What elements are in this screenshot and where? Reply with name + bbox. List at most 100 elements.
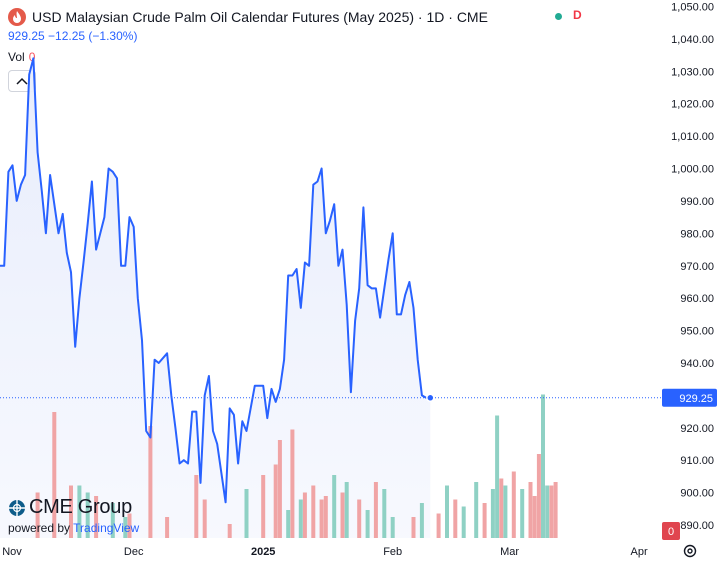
- y-tick-label: 950.00: [680, 326, 714, 338]
- last-price-dot: [426, 393, 435, 403]
- y-tick-label: 890.00: [680, 520, 714, 532]
- market-status-dot: [555, 13, 562, 20]
- volume-bar: [319, 499, 324, 538]
- volume-bar: [273, 464, 278, 538]
- cme-logo-text: CME Group: [29, 496, 132, 518]
- volume-bar: [549, 485, 554, 538]
- volume-bar: [69, 485, 73, 538]
- volume-bar: [52, 412, 57, 538]
- volume-tag-label: 0: [668, 526, 674, 538]
- volume-bar: [390, 517, 395, 538]
- volume-bar: [148, 426, 153, 538]
- y-tick-label: 940.00: [680, 358, 714, 370]
- x-tick-label: Dec: [124, 546, 144, 558]
- y-tick-label: 910.00: [680, 455, 714, 467]
- volume-bar: [298, 499, 303, 538]
- volume-bar: [474, 482, 479, 538]
- volume-bar: [532, 496, 537, 538]
- volume-bar: [357, 499, 362, 538]
- volume-bar: [482, 503, 487, 538]
- delayed-badge[interactable]: D: [573, 8, 582, 22]
- volume-label: Vol: [8, 50, 25, 64]
- powered-by-prefix: powered by: [8, 521, 71, 535]
- x-tick-label: 2025: [251, 546, 275, 558]
- chevron-up-icon: [16, 77, 28, 85]
- y-tick-label: 1,000.00: [671, 164, 714, 176]
- volume-bar: [94, 496, 99, 538]
- volume-bar: [503, 485, 508, 538]
- y-tick-label: 970.00: [680, 261, 714, 273]
- volume-bar: [365, 510, 370, 538]
- volume-bar: [419, 503, 424, 538]
- y-tick-label: 1,040.00: [671, 34, 714, 46]
- volume-bar: [545, 485, 550, 538]
- volume-bar: [553, 482, 558, 538]
- volume-bar: [302, 492, 307, 538]
- volume-bar: [165, 517, 170, 538]
- cme-globe-icon: [9, 499, 25, 516]
- volume-bar: [373, 482, 378, 538]
- volume-bar: [227, 524, 232, 538]
- volume-bar: [445, 485, 449, 538]
- volume-bar: [340, 492, 345, 538]
- volume-legend: Vol 0: [8, 50, 35, 64]
- y-tick-label: 900.00: [680, 488, 714, 500]
- volume-bar: [244, 489, 249, 538]
- volume-tag: [662, 522, 680, 540]
- volume-bar: [499, 478, 504, 538]
- price-change-line: 929.25 −12.25 (−1.30%): [8, 29, 138, 43]
- volume-bar: [520, 489, 525, 538]
- y-tick-label: 920.00: [680, 423, 714, 435]
- volume-bar: [261, 475, 266, 538]
- volume-bar: [85, 492, 90, 538]
- last-price-tag: [662, 388, 717, 407]
- volume-bar: [110, 503, 115, 538]
- volume-bar: [286, 510, 291, 538]
- y-tick-label: 990.00: [680, 196, 714, 208]
- volume-bar: [461, 506, 466, 538]
- price-area-fill: [0, 58, 431, 539]
- volume-bar: [123, 517, 128, 538]
- last-price-tag-label: 929.25: [679, 393, 713, 405]
- volume-bar: [511, 471, 516, 538]
- volume-bar: [536, 454, 541, 538]
- x-tick-label: Feb: [383, 546, 402, 558]
- volume-bar: [541, 394, 545, 538]
- volume-bar: [332, 475, 337, 538]
- symbol-flame-icon: [8, 8, 26, 26]
- symbol-title[interactable]: USD Malaysian Crude Palm Oil Calendar Fu…: [32, 9, 488, 25]
- y-tick-label: 1,050.00: [671, 2, 714, 14]
- volume-bar: [382, 489, 387, 538]
- branding: CME Group powered by TradingView: [8, 496, 139, 535]
- volume-bar: [311, 485, 316, 538]
- x-tick-label: Nov: [2, 546, 22, 558]
- y-tick-label: 1,010.00: [671, 131, 714, 143]
- volume-bar: [277, 440, 282, 538]
- volume-value: 0: [28, 50, 36, 64]
- x-tick-label: Apr: [631, 546, 648, 558]
- x-tick-label: Mar: [500, 546, 519, 558]
- price-line: [0, 57, 431, 504]
- volume-bar: [436, 513, 441, 538]
- volume-bar: [344, 482, 349, 538]
- volume-bar: [528, 482, 533, 538]
- volume-bar: [323, 496, 328, 538]
- volume-bar: [290, 429, 295, 538]
- volume-bar: [194, 475, 199, 538]
- settings-gear-icon[interactable]: [682, 543, 698, 559]
- chart-header: USD Malaysian Crude Palm Oil Calendar Fu…: [8, 6, 719, 28]
- volume-bar: [35, 492, 40, 538]
- volume-bar: [495, 415, 500, 538]
- volume-bar: [490, 489, 495, 538]
- volume-bar: [77, 485, 82, 538]
- volume-bar: [411, 517, 416, 538]
- y-tick-label: 1,020.00: [671, 99, 714, 111]
- powered-by: powered by TradingView: [8, 521, 139, 535]
- tradingview-link[interactable]: TradingView: [73, 521, 140, 535]
- y-tick-label: 960.00: [680, 293, 714, 305]
- cme-logo: CME Group: [8, 496, 139, 519]
- volume-bar: [127, 513, 132, 538]
- y-tick-label: 980.00: [680, 228, 714, 240]
- volume-bar: [453, 499, 458, 538]
